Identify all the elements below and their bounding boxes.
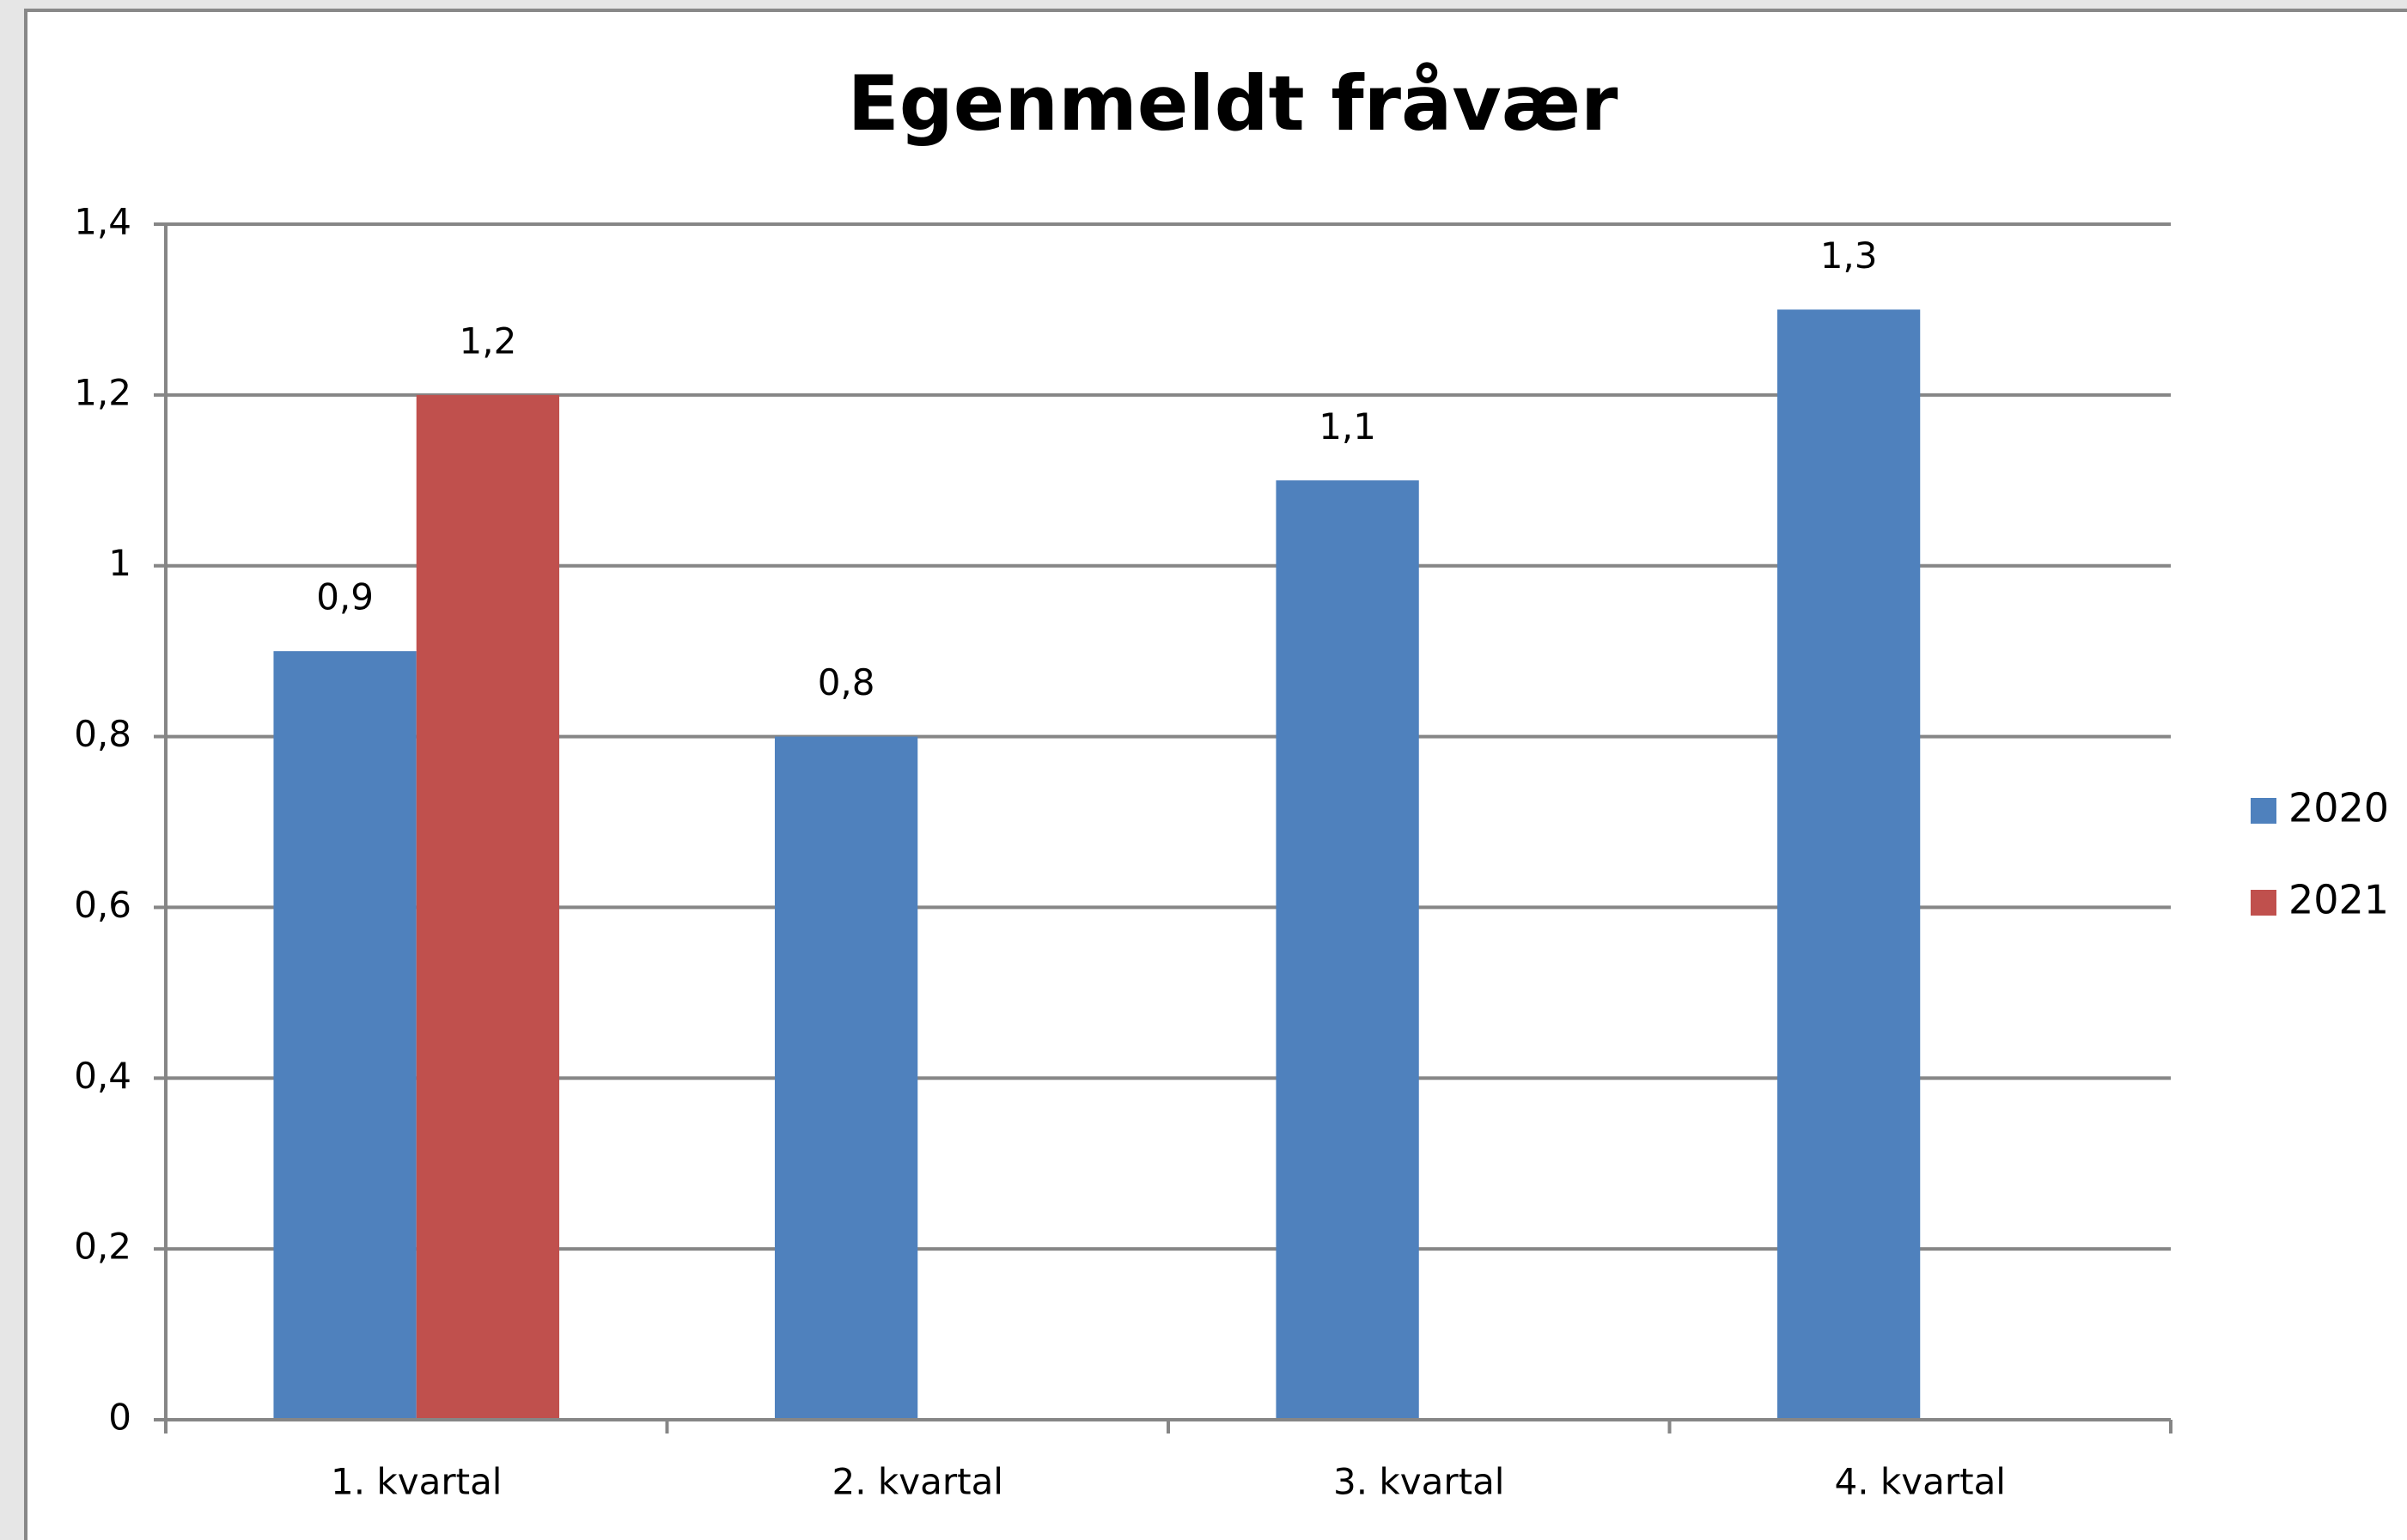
bar	[1276, 480, 1419, 1421]
y-tick-label: 1	[108, 542, 131, 584]
value-label: 1,2	[460, 320, 517, 362]
value-label: 1,1	[1319, 405, 1376, 447]
value-label: 0,8	[818, 661, 875, 703]
chart-title: Egenmeldt fråvær	[848, 59, 1618, 148]
y-tick-label: 0,6	[74, 884, 131, 926]
x-tick-label: 3. kvartal	[1333, 1461, 1504, 1503]
bar	[774, 736, 918, 1420]
y-tick-label: 0,8	[74, 713, 131, 755]
x-tick-label: 4. kvartal	[1835, 1461, 2006, 1503]
value-label: 1,3	[1820, 234, 1878, 277]
bar	[416, 394, 560, 1420]
legend-label: 2020	[2288, 785, 2389, 831]
bar	[1776, 309, 1921, 1420]
y-tick-label: 0	[108, 1397, 131, 1439]
value-label: 0,9	[316, 576, 374, 618]
y-tick-label: 1,2	[74, 371, 131, 413]
y-tick-label: 0,2	[74, 1226, 131, 1268]
legend-swatch	[2251, 890, 2276, 916]
bar	[273, 651, 417, 1420]
x-tick-label: 2. kvartal	[832, 1461, 1003, 1503]
y-tick-label: 1,4	[74, 201, 131, 243]
legend-swatch	[2251, 798, 2276, 824]
legend-label: 2021	[2288, 877, 2389, 923]
x-tick-label: 1. kvartal	[331, 1461, 502, 1503]
y-tick-label: 0,4	[74, 1055, 131, 1097]
